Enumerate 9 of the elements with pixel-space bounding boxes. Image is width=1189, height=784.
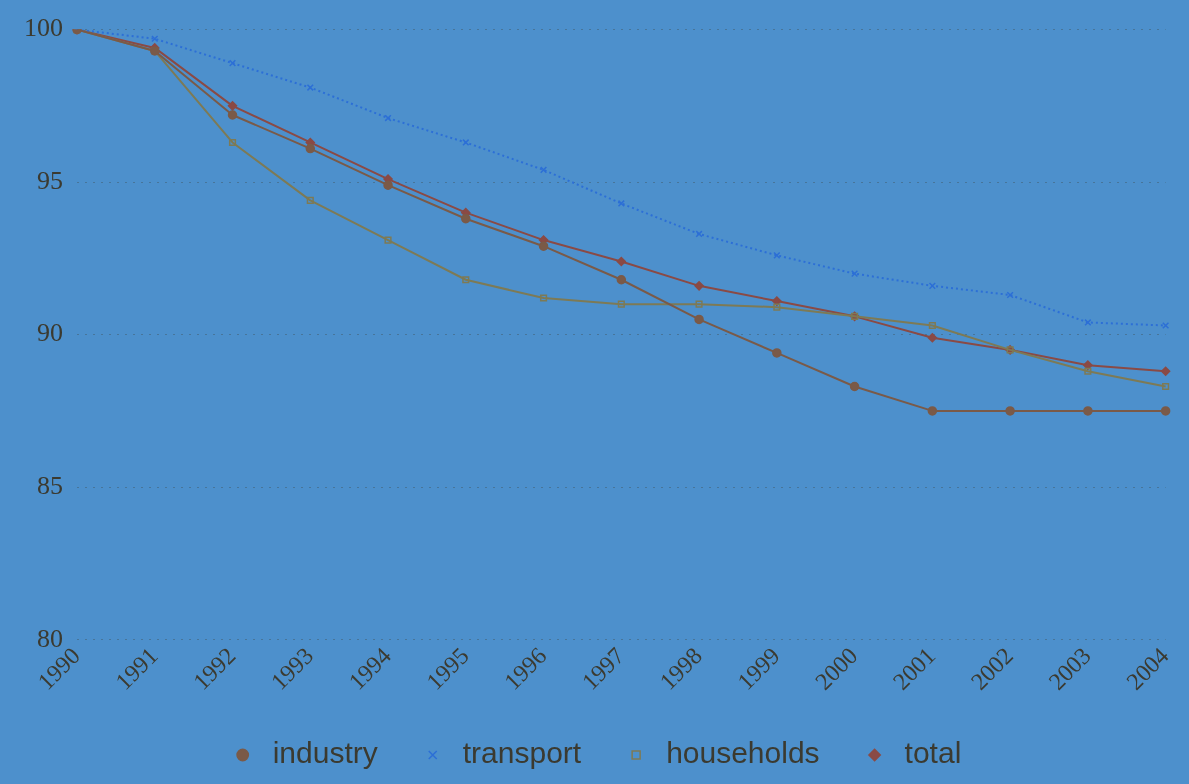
y-tick-label: 80 bbox=[37, 623, 63, 653]
legend-label: households bbox=[666, 736, 820, 770]
legend-label: total bbox=[904, 736, 962, 770]
y-tick-label: 85 bbox=[37, 471, 63, 500]
y-tick-label: 90 bbox=[37, 318, 63, 348]
y-tick-label: 100 bbox=[24, 13, 63, 43]
legend-label: industry bbox=[272, 736, 378, 770]
legend-label: transport bbox=[462, 736, 582, 770]
y-tick-label: 95 bbox=[37, 165, 63, 195]
